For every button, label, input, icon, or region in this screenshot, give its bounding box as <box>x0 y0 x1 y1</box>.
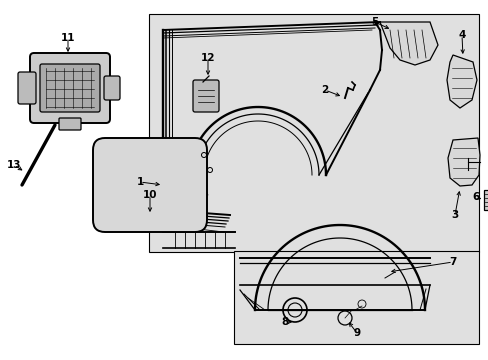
Text: 13: 13 <box>7 160 21 170</box>
Text: 4: 4 <box>457 30 465 40</box>
Text: 2: 2 <box>321 85 328 95</box>
FancyBboxPatch shape <box>59 118 81 130</box>
FancyBboxPatch shape <box>149 14 478 252</box>
Polygon shape <box>446 55 476 108</box>
Polygon shape <box>483 190 488 210</box>
FancyBboxPatch shape <box>234 251 478 344</box>
Text: 6: 6 <box>471 192 479 202</box>
Text: 7: 7 <box>448 257 456 267</box>
Text: 1: 1 <box>136 177 143 187</box>
Text: 3: 3 <box>450 210 458 220</box>
Text: 9: 9 <box>353 328 360 338</box>
FancyBboxPatch shape <box>30 53 110 123</box>
FancyBboxPatch shape <box>18 72 36 104</box>
Text: 11: 11 <box>61 33 75 43</box>
FancyBboxPatch shape <box>93 138 206 232</box>
Polygon shape <box>447 138 479 186</box>
Text: 12: 12 <box>201 53 215 63</box>
Text: 8: 8 <box>281 317 288 327</box>
FancyBboxPatch shape <box>40 64 100 112</box>
Text: 10: 10 <box>142 190 157 200</box>
FancyBboxPatch shape <box>193 80 219 112</box>
Text: 5: 5 <box>370 17 378 27</box>
FancyBboxPatch shape <box>104 76 120 100</box>
Polygon shape <box>379 22 437 65</box>
